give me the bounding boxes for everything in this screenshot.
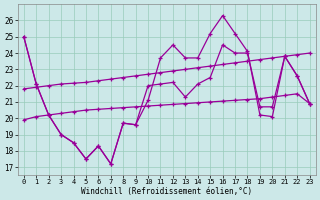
X-axis label: Windchill (Refroidissement éolien,°C): Windchill (Refroidissement éolien,°C) bbox=[81, 187, 252, 196]
